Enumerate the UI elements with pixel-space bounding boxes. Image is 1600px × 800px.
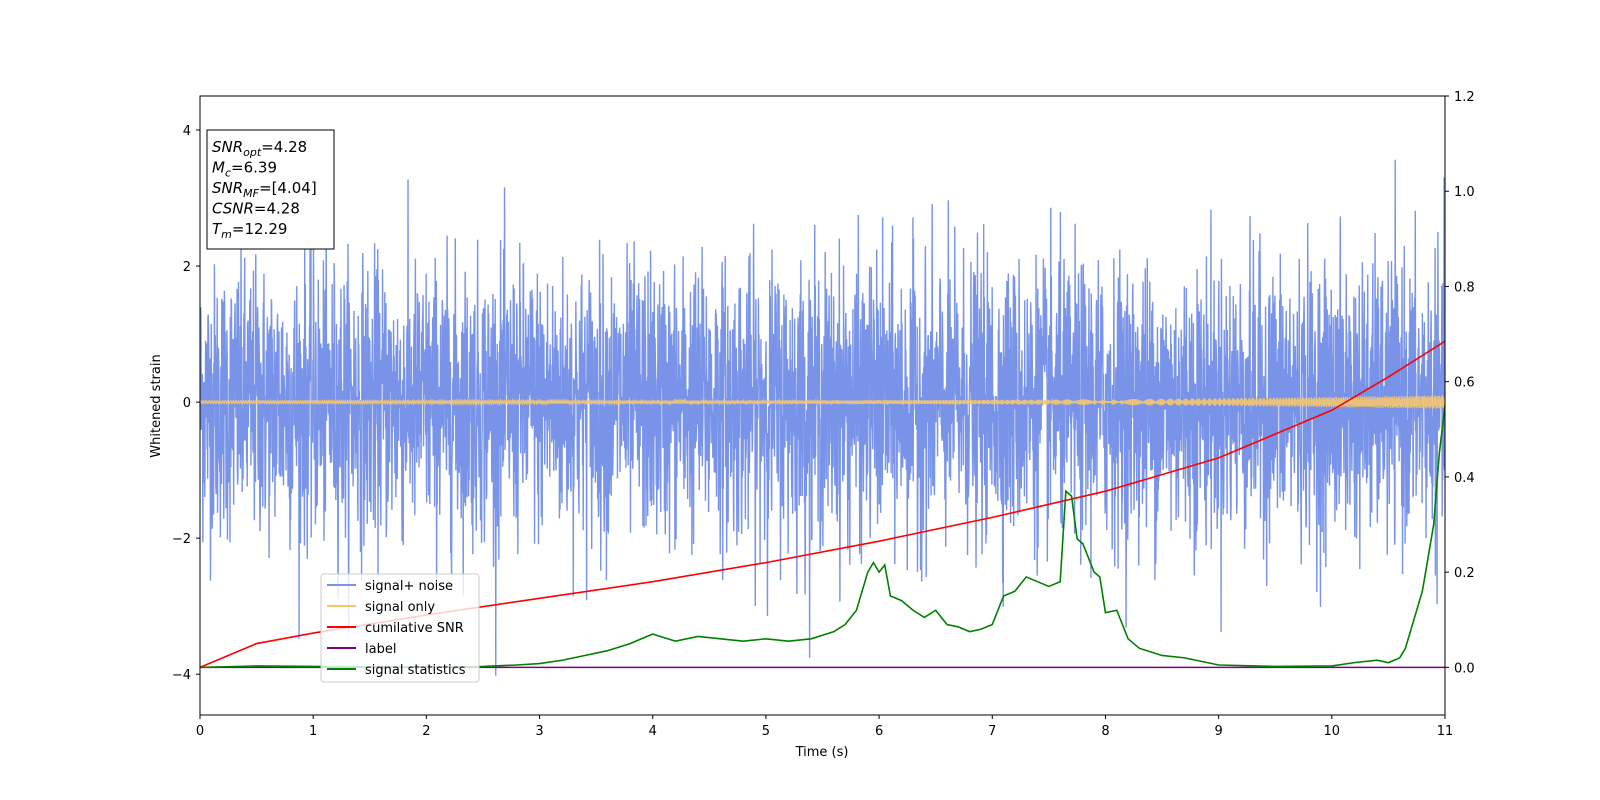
legend: signal+ noise signal only cumilative SNR la…: [320, 573, 480, 683]
annotation-line: Tm=12.29: [212, 220, 287, 241]
y-tick-label: 0: [183, 396, 191, 411]
legend-entry: label: [365, 642, 396, 657]
annotation-line: SNRMF=[4.04]: [212, 179, 317, 200]
x-tick-label: 7: [988, 724, 996, 739]
series-signal-statistics-line: [200, 405, 1445, 669]
annotation-line: CSNR=4.28: [212, 200, 300, 218]
y2-tick-label: 0.2: [1454, 566, 1475, 581]
x-tick-label: 2: [422, 724, 430, 739]
x-axis-label: Time (s): [795, 745, 849, 760]
x-tick-label: 5: [762, 724, 770, 739]
x-tick-label: 1: [309, 724, 317, 739]
annotation-frame: [206, 129, 335, 250]
legend-frame: [320, 573, 480, 683]
legend-entry: signal only: [365, 600, 435, 615]
x-tick-label: 6: [875, 724, 883, 739]
series-signal-only-line: [200, 395, 1445, 409]
plot-frame: [199, 95, 1446, 716]
legend-entry: cumilative SNR: [365, 621, 464, 636]
y2-tick-label: 0.6: [1454, 376, 1475, 391]
annotation-line: Mc=6.39: [212, 159, 277, 180]
y-tick-label: −2: [172, 532, 191, 547]
legend-entry: signal+ noise: [365, 579, 453, 594]
x-tick-label: 4: [649, 724, 657, 739]
y2-tick-label: 0.8: [1454, 280, 1475, 295]
series-signal-noise-line: [200, 159, 1445, 676]
x-tick-label: 8: [1101, 724, 1109, 739]
y-tick-label: −4: [172, 668, 191, 683]
x-tick-label: 11: [1437, 724, 1454, 739]
annotation-line: SNRopt=4.28: [212, 138, 307, 159]
y-tick-label: 2: [183, 260, 191, 275]
y-axis-label: Whitened strain: [149, 354, 164, 457]
y2-tick-label: 1.0: [1454, 185, 1475, 200]
y2-tick-label: 1.2: [1454, 90, 1475, 105]
x-tick-label: 10: [1324, 724, 1341, 739]
x-tick-label: 0: [196, 724, 204, 739]
y-tick-label: 4: [183, 124, 191, 139]
legend-entry: signal statistics: [365, 663, 466, 678]
y2-tick-label: 0.4: [1454, 471, 1475, 486]
x-tick-label: 9: [1214, 724, 1222, 739]
x-tick-label: 3: [535, 724, 543, 739]
y2-tick-label: 0.0: [1454, 661, 1475, 676]
